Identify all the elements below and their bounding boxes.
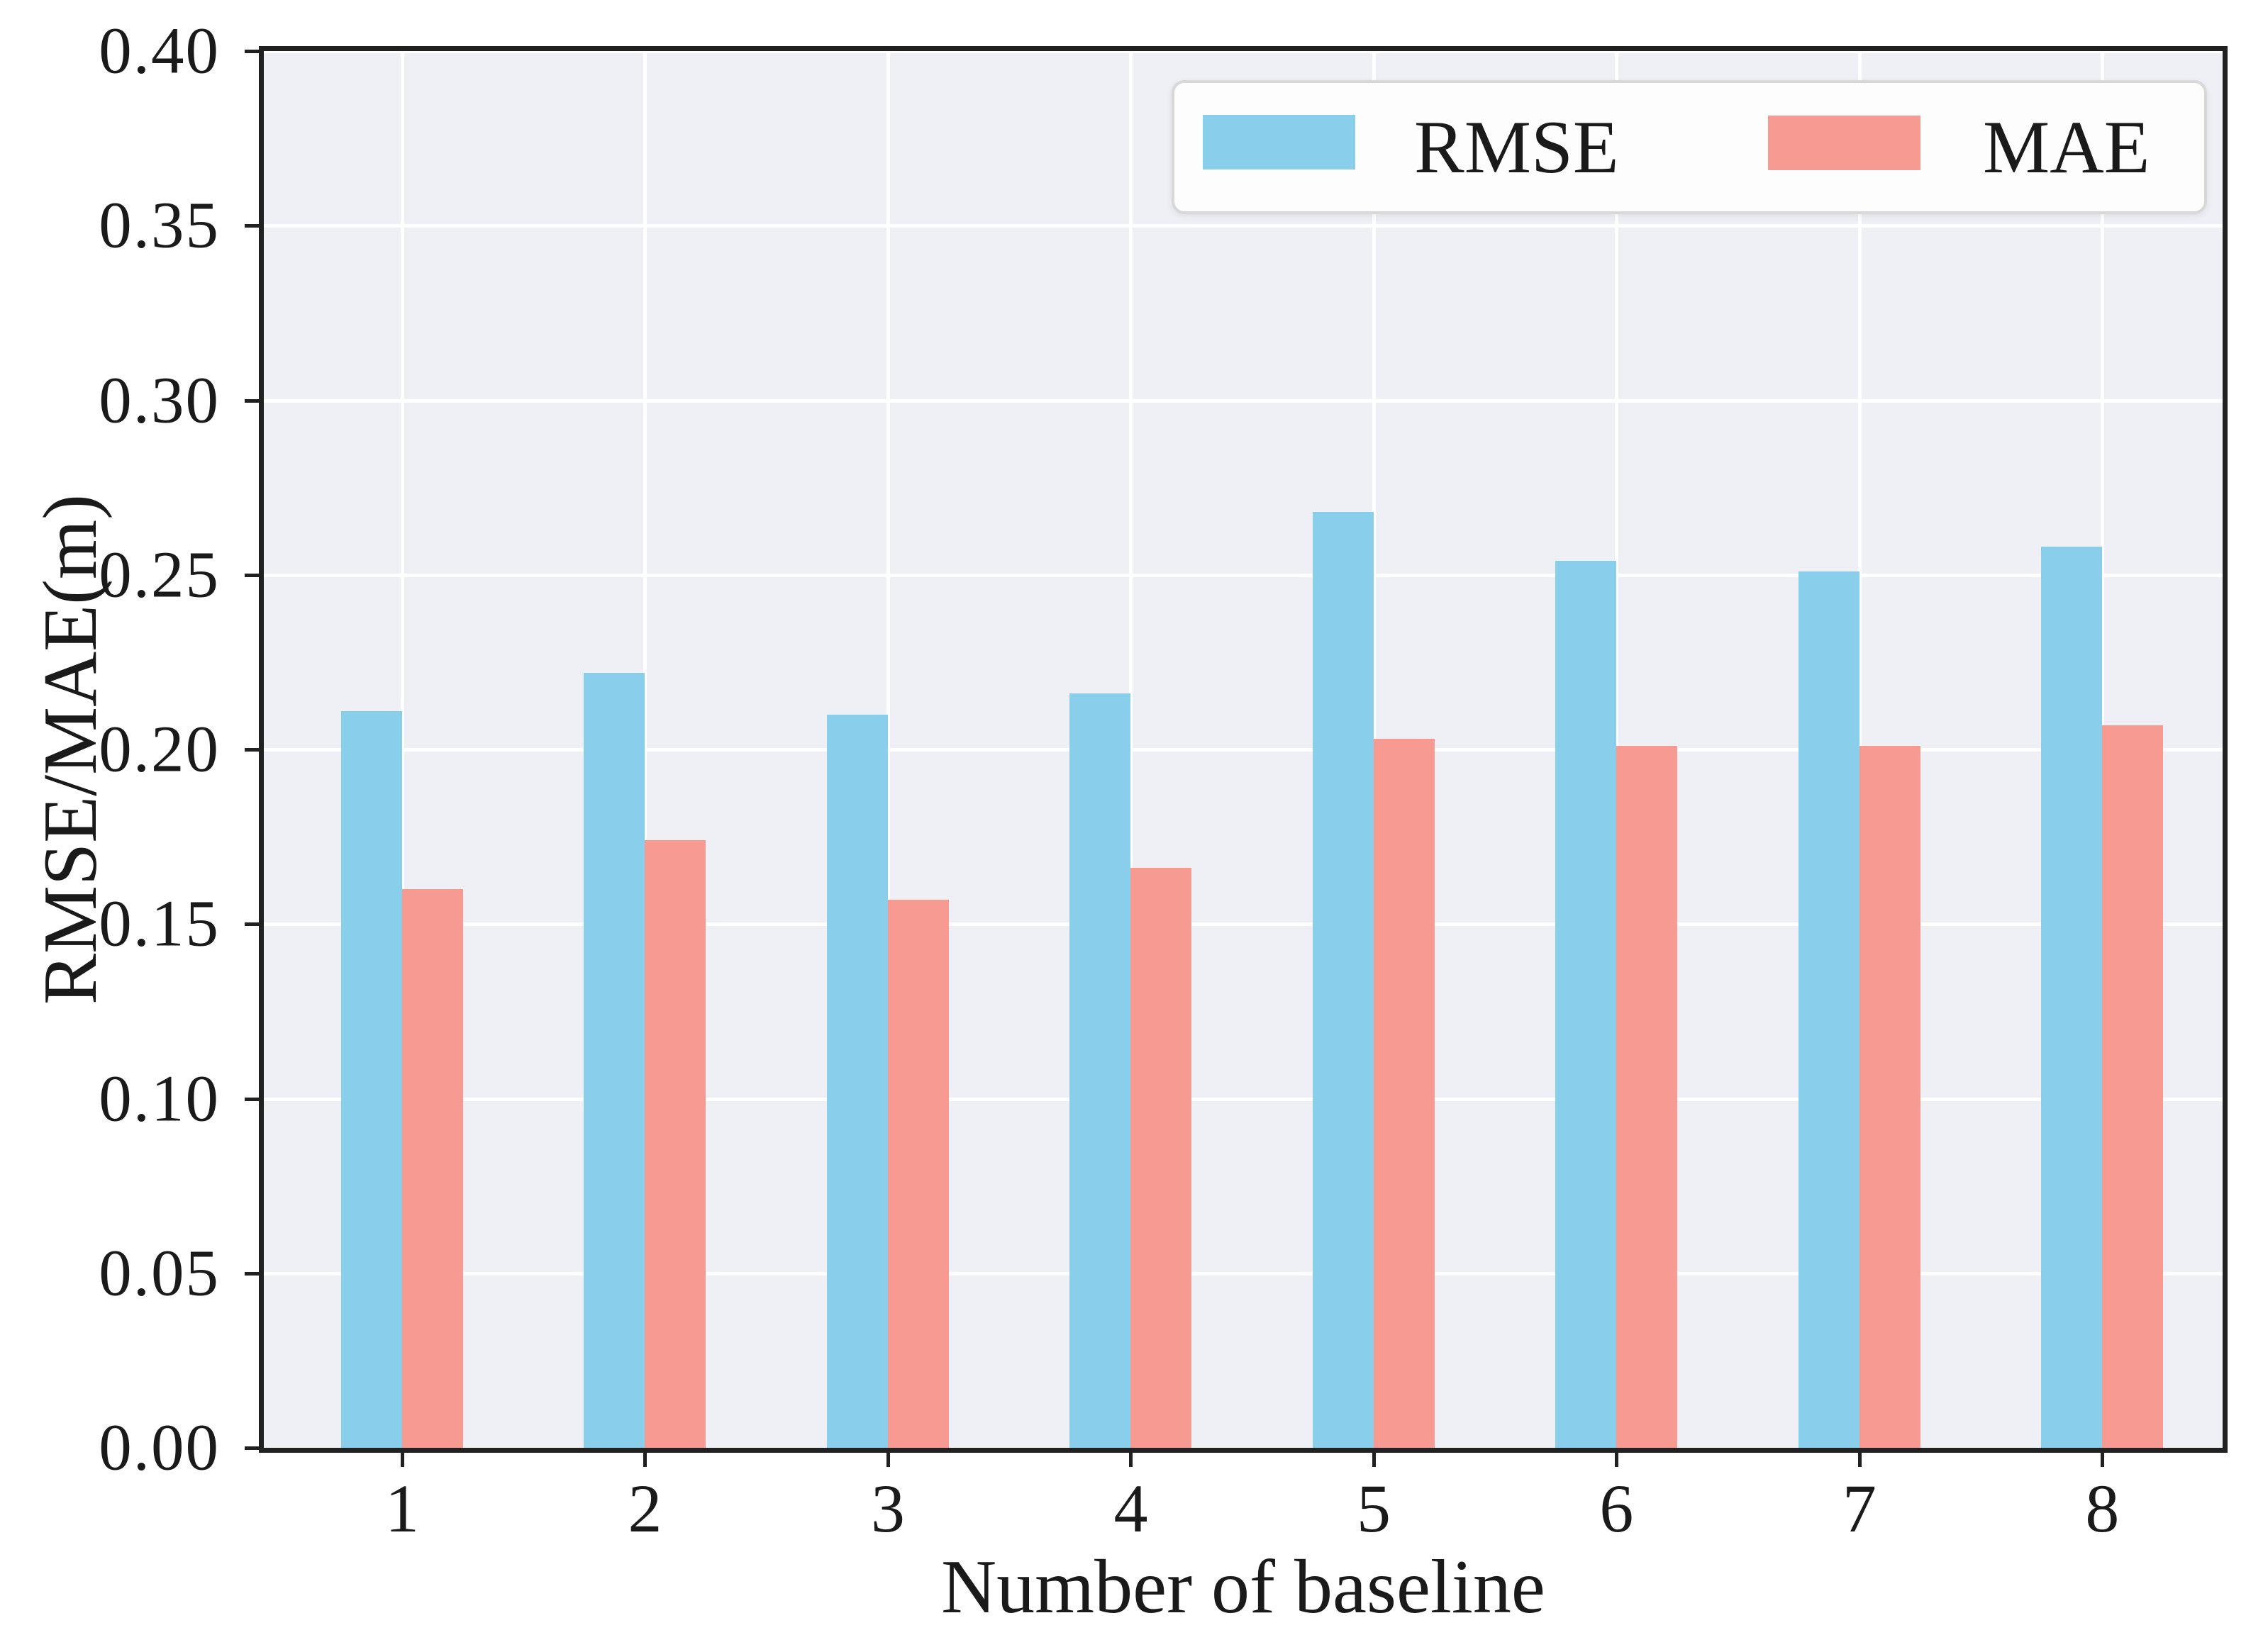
x-tick-label: 7 bbox=[1842, 1470, 1877, 1546]
legend-label-rmse: RMSE bbox=[1414, 106, 1619, 189]
y-tick-mark bbox=[245, 50, 264, 53]
bar-rmse-7 bbox=[1798, 571, 1859, 1448]
gridline-horizontal bbox=[264, 748, 2223, 752]
bar-mae-8 bbox=[2102, 725, 2164, 1448]
y-tick-label: 0.20 bbox=[99, 713, 220, 786]
y-axis-title: RMSE/MAE(m) bbox=[28, 493, 113, 1005]
gridline-vertical bbox=[643, 51, 647, 1448]
y-tick-label: 0.15 bbox=[99, 887, 220, 961]
bar-rmse-6 bbox=[1555, 561, 1617, 1448]
y-tick-label: 0.40 bbox=[99, 14, 220, 88]
gridline-horizontal bbox=[264, 1271, 2223, 1276]
x-tick-mark bbox=[2101, 1448, 2105, 1467]
y-tick-label: 0.00 bbox=[99, 1411, 220, 1485]
gridline-horizontal bbox=[264, 51, 2223, 53]
y-tick-mark bbox=[245, 1271, 264, 1276]
y-tick-label: 0.30 bbox=[99, 364, 220, 437]
y-tick-mark bbox=[245, 748, 264, 752]
y-tick-mark bbox=[245, 398, 264, 403]
x-tick-label: 5 bbox=[1356, 1470, 1391, 1546]
y-tick-label: 0.35 bbox=[99, 189, 220, 262]
x-tick-mark bbox=[1615, 1448, 1619, 1467]
x-tick-label: 1 bbox=[384, 1470, 419, 1546]
x-tick-mark bbox=[1129, 1448, 1133, 1467]
bar-rmse-1 bbox=[340, 710, 402, 1448]
gridline-horizontal bbox=[264, 1097, 2223, 1101]
y-tick-label: 0.25 bbox=[99, 538, 220, 612]
y-tick-mark bbox=[245, 922, 264, 927]
x-tick-label: 4 bbox=[1113, 1470, 1148, 1546]
gridline-horizontal bbox=[264, 922, 2223, 927]
bar-rmse-8 bbox=[2041, 547, 2103, 1448]
gridline-horizontal bbox=[264, 573, 2223, 577]
x-tick-label: 2 bbox=[628, 1470, 662, 1546]
x-tick-label: 8 bbox=[2085, 1470, 2120, 1546]
legend-label-mae: MAE bbox=[1983, 106, 2150, 189]
gridline-horizontal bbox=[264, 224, 2223, 228]
gridline-vertical bbox=[1129, 51, 1133, 1448]
y-tick-mark bbox=[245, 224, 264, 228]
x-tick-label: 6 bbox=[1599, 1470, 1634, 1546]
x-tick-mark bbox=[1372, 1448, 1376, 1467]
gridline-vertical bbox=[886, 51, 890, 1448]
y-tick-label: 0.05 bbox=[99, 1237, 220, 1310]
y-tick-label: 0.10 bbox=[99, 1062, 220, 1135]
x-tick-label: 3 bbox=[870, 1470, 905, 1546]
legend: RMSE MAE bbox=[1172, 80, 2207, 214]
legend-swatch-rmse bbox=[1203, 115, 1355, 169]
plot-area bbox=[264, 51, 2223, 1448]
x-tick-mark bbox=[886, 1448, 890, 1467]
y-tick-mark bbox=[245, 1446, 264, 1450]
bar-rmse-4 bbox=[1069, 693, 1131, 1448]
bar-rmse-2 bbox=[584, 672, 645, 1448]
bar-rmse-3 bbox=[826, 714, 888, 1448]
bar-mae-4 bbox=[1130, 868, 1192, 1448]
gridline-horizontal bbox=[264, 398, 2223, 403]
x-tick-mark bbox=[400, 1448, 404, 1467]
x-tick-mark bbox=[643, 1448, 647, 1467]
x-axis-title: Number of baseline bbox=[941, 1545, 1545, 1629]
bar-rmse-5 bbox=[1312, 512, 1374, 1448]
bar-mae-7 bbox=[1859, 746, 1920, 1448]
bar-mae-3 bbox=[887, 899, 949, 1448]
gridline-vertical bbox=[400, 51, 404, 1448]
bar-mae-6 bbox=[1616, 746, 1678, 1448]
legend-swatch-mae bbox=[1768, 116, 1920, 170]
x-tick-mark bbox=[1857, 1448, 1862, 1467]
y-tick-mark bbox=[245, 1097, 264, 1101]
bar-mae-5 bbox=[1373, 739, 1435, 1448]
bar-mae-1 bbox=[401, 889, 463, 1448]
y-tick-mark bbox=[245, 573, 264, 577]
bar-mae-2 bbox=[645, 840, 706, 1448]
